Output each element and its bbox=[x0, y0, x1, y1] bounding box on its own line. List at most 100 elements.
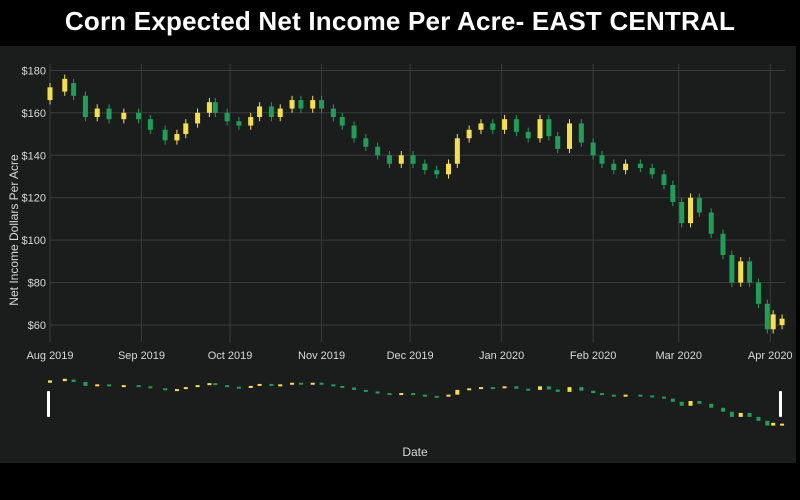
candle[interactable] bbox=[174, 134, 180, 141]
candle[interactable] bbox=[206, 102, 212, 113]
candle[interactable] bbox=[502, 119, 508, 130]
candle[interactable] bbox=[611, 163, 617, 171]
candle[interactable] bbox=[363, 138, 369, 147]
candle[interactable] bbox=[567, 123, 573, 149]
candle[interactable] bbox=[410, 155, 416, 164]
candle[interactable] bbox=[319, 100, 325, 109]
candle[interactable] bbox=[688, 197, 694, 224]
candle[interactable] bbox=[661, 174, 667, 185]
gridlines bbox=[49, 64, 785, 342]
slider-candle bbox=[697, 401, 702, 404]
range-slider bbox=[47, 378, 785, 426]
slider-candle bbox=[278, 384, 283, 387]
candle[interactable] bbox=[679, 201, 685, 224]
candle[interactable] bbox=[599, 155, 605, 164]
x-tick-label: Oct 2019 bbox=[208, 350, 253, 362]
candle[interactable] bbox=[162, 129, 168, 141]
slider-candle bbox=[747, 412, 752, 417]
candle[interactable] bbox=[720, 233, 726, 255]
range-slider-right-handle[interactable] bbox=[779, 391, 782, 417]
slider-candle bbox=[771, 422, 776, 426]
candle[interactable] bbox=[764, 303, 770, 330]
candle[interactable] bbox=[537, 119, 543, 139]
candle[interactable] bbox=[779, 318, 785, 326]
candlestick-chart[interactable]: $60 $80 $100 $120 $140 $160 $180 Aug 2019 Sep 2… bbox=[0, 46, 796, 463]
candle[interactable] bbox=[289, 100, 295, 109]
slider-candle bbox=[599, 393, 604, 396]
candle[interactable] bbox=[351, 125, 357, 139]
candle[interactable] bbox=[248, 117, 254, 126]
y-tick-label: $60 bbox=[28, 320, 46, 332]
candle[interactable] bbox=[183, 123, 189, 135]
slider-candle bbox=[765, 420, 770, 426]
candle[interactable] bbox=[445, 163, 451, 175]
candle[interactable] bbox=[398, 155, 404, 164]
candle[interactable] bbox=[513, 119, 519, 132]
x-axis-ticks: Aug 2019 Sep 2019 Oct 2019 Nov 2019 Dec 2019… bbox=[26, 350, 792, 362]
candle[interactable] bbox=[375, 146, 381, 156]
candle[interactable] bbox=[696, 197, 702, 213]
slider-candle bbox=[183, 387, 188, 390]
candle[interactable] bbox=[47, 87, 53, 101]
slider-candle bbox=[352, 387, 357, 390]
candle[interactable] bbox=[747, 261, 753, 283]
candle[interactable] bbox=[268, 106, 274, 118]
candle[interactable] bbox=[62, 78, 68, 92]
slider-candle bbox=[363, 389, 368, 392]
candle[interactable] bbox=[339, 117, 345, 126]
candle[interactable] bbox=[546, 119, 552, 137]
candle[interactable] bbox=[257, 106, 263, 118]
candle[interactable] bbox=[708, 212, 714, 234]
y-tick-label: $140 bbox=[22, 150, 46, 162]
candle[interactable] bbox=[386, 155, 392, 164]
candle[interactable] bbox=[147, 119, 153, 130]
candle[interactable] bbox=[590, 142, 596, 156]
y-tick-label: $100 bbox=[22, 235, 46, 247]
candle[interactable] bbox=[82, 95, 88, 118]
slider-candle bbox=[310, 382, 315, 385]
candle[interactable] bbox=[578, 123, 584, 143]
candle[interactable] bbox=[195, 112, 201, 124]
candle[interactable] bbox=[478, 123, 484, 130]
candle[interactable] bbox=[330, 108, 336, 118]
candle[interactable] bbox=[121, 112, 127, 120]
candle[interactable] bbox=[637, 163, 643, 168]
range-slider-left-handle[interactable] bbox=[47, 391, 50, 417]
slider-candle bbox=[195, 385, 200, 388]
candle[interactable] bbox=[729, 254, 735, 283]
candle[interactable] bbox=[106, 108, 112, 120]
candles bbox=[47, 74, 785, 334]
slider-candle bbox=[455, 389, 460, 395]
candle[interactable] bbox=[71, 83, 77, 96]
slider-candle bbox=[611, 394, 616, 397]
candle[interactable] bbox=[277, 108, 283, 118]
candle[interactable] bbox=[770, 314, 776, 330]
candle[interactable] bbox=[466, 129, 472, 139]
candle[interactable] bbox=[236, 121, 242, 126]
candle[interactable] bbox=[94, 108, 100, 118]
candle[interactable] bbox=[670, 184, 676, 202]
x-tick-label: Mar 2020 bbox=[655, 350, 701, 362]
candle[interactable] bbox=[212, 102, 218, 113]
candle[interactable] bbox=[490, 123, 496, 130]
slider-candle bbox=[490, 387, 495, 390]
candle[interactable] bbox=[454, 138, 460, 164]
candle[interactable] bbox=[298, 100, 304, 109]
candle[interactable] bbox=[422, 163, 428, 171]
candle[interactable] bbox=[434, 170, 440, 175]
slider-candle bbox=[591, 390, 596, 394]
slider-candle bbox=[650, 395, 655, 398]
candle[interactable] bbox=[738, 261, 744, 283]
candle[interactable] bbox=[224, 112, 230, 122]
slider-candle bbox=[340, 385, 345, 388]
x-axis-label: Date bbox=[402, 445, 428, 459]
candle[interactable] bbox=[555, 136, 561, 149]
candle[interactable] bbox=[525, 131, 531, 139]
slider-candle bbox=[688, 401, 693, 406]
candle[interactable] bbox=[649, 167, 655, 175]
candle[interactable] bbox=[623, 163, 629, 171]
candle[interactable] bbox=[136, 112, 142, 120]
candle[interactable] bbox=[755, 282, 761, 304]
candle[interactable] bbox=[310, 100, 316, 109]
slider-candle bbox=[298, 382, 303, 385]
